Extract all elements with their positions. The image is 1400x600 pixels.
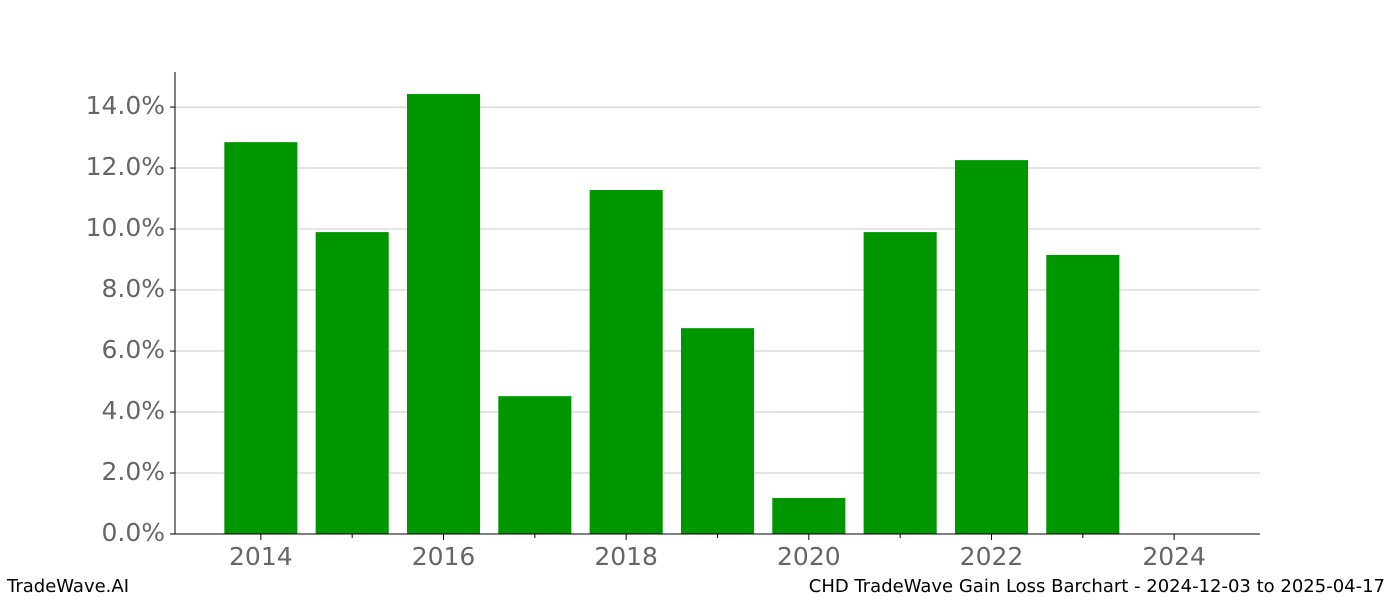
y-tick-label: 4.0%	[101, 396, 165, 425]
bar	[1046, 254, 1120, 535]
bar	[863, 232, 937, 535]
y-tick-label: 12.0%	[86, 152, 165, 181]
footer-brand: TradeWave.AI	[6, 576, 129, 597]
bar	[589, 190, 663, 534]
x-tick-label: 2022	[960, 542, 1024, 571]
y-tick-label: 10.0%	[86, 213, 165, 242]
bar	[224, 142, 298, 534]
bar	[680, 328, 755, 534]
bar	[315, 232, 389, 535]
bar	[954, 160, 1029, 535]
bar	[406, 93, 481, 535]
footer-caption: CHD TradeWave Gain Loss Barchart - 2024-…	[809, 576, 1385, 597]
x-tick-label: 2020	[777, 542, 841, 571]
bar	[772, 498, 846, 534]
x-tick-label: 2014	[229, 542, 293, 571]
x-tick-label: 2018	[594, 542, 658, 571]
x-tick-label: 2024	[1142, 542, 1206, 571]
y-tick-label: 0.0%	[101, 518, 165, 547]
y-tick-label: 14.0%	[86, 91, 165, 120]
bar	[498, 396, 572, 534]
x-tick-label: 2016	[412, 542, 476, 571]
y-tick-label: 2.0%	[101, 457, 165, 486]
y-tick-label: 6.0%	[101, 335, 165, 364]
y-tick-label: 8.0%	[101, 274, 165, 303]
